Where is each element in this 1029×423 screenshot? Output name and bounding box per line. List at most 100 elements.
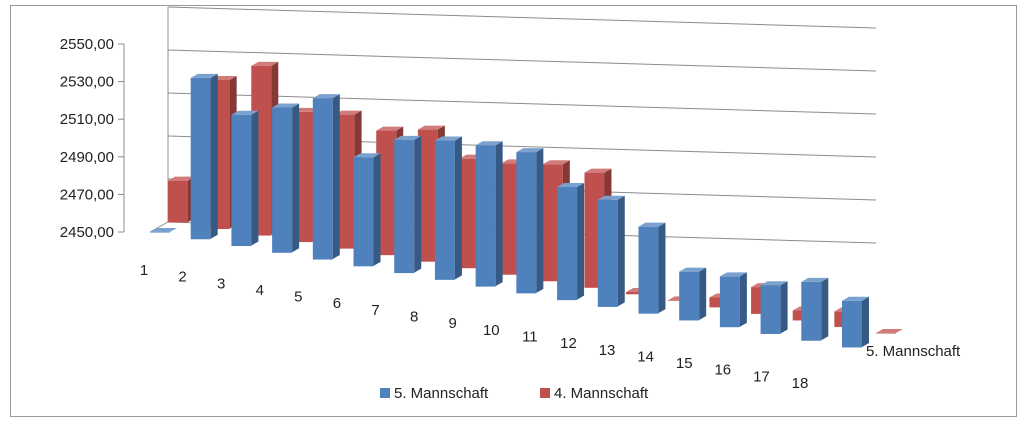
bar [760, 281, 788, 334]
x-tick-label: 4 [256, 282, 264, 299]
bar-top-face [394, 135, 422, 140]
bar [719, 272, 747, 328]
bar-front-face [557, 186, 578, 301]
bar-front-face [667, 300, 688, 301]
bar-top-face [251, 61, 279, 66]
x-tick-label: 17 [753, 368, 770, 385]
bar-top-face [475, 141, 503, 146]
bar-front-face [709, 297, 730, 308]
bar [434, 136, 462, 280]
bar-side-face [821, 277, 829, 341]
bar [516, 148, 544, 294]
bar-front-face [190, 77, 211, 240]
bar-front-face [801, 281, 822, 341]
bar-side-face [495, 141, 503, 287]
x-tick-label: 8 [410, 309, 418, 326]
bar-side-face [739, 272, 747, 327]
bar-front-face [760, 285, 781, 334]
bar-front-face [516, 152, 537, 294]
bar [272, 103, 300, 253]
x-tick-label: 6 [333, 295, 341, 312]
bar-side-face [292, 103, 300, 253]
bar-front-face [417, 129, 438, 262]
x-axis: 1 2 3 4 5 6 7 8 9 10 11 12 13 14 15 16 17 18 [140, 262, 809, 392]
legend-swatch [380, 388, 390, 398]
x-tick-label: 3 [217, 275, 225, 292]
bar-side-face [577, 182, 585, 300]
bar-top-face [168, 176, 195, 181]
bar [597, 195, 625, 307]
bar [150, 228, 177, 233]
bar [231, 110, 259, 247]
bar-top-face [638, 222, 666, 227]
bar-side-face [332, 94, 340, 260]
bar-front-face [597, 199, 618, 307]
bar-top-face [272, 103, 300, 108]
bar-top-face [679, 267, 707, 272]
bar-side-face [210, 73, 218, 239]
bar [190, 73, 218, 240]
bar-side-face [414, 135, 422, 273]
bar-top-face [190, 73, 218, 78]
x-tick-label: 14 [637, 348, 654, 365]
bar-top-face [584, 168, 612, 173]
y-axis: 2450,00 2470,00 2490,00 2510,00 2530,00 2550,… [60, 36, 125, 241]
bar-top-face [353, 153, 381, 158]
bar-front-face [150, 232, 170, 233]
bar-top-face [760, 281, 788, 286]
x-tick-label: 11 [522, 328, 538, 345]
x-tick-label: 7 [371, 302, 379, 319]
bar-front-face [719, 276, 740, 328]
bar-top-face [842, 296, 869, 301]
bar-front-face [231, 114, 252, 247]
bar-side-face [617, 195, 625, 307]
x-tick-label: 13 [599, 342, 616, 359]
bar-top-face [516, 148, 544, 153]
x-tick-label: 10 [483, 322, 500, 339]
bar [842, 296, 869, 348]
bar [353, 153, 381, 267]
x-tick-label: 1 [140, 262, 148, 279]
legend-label: 4. Mannschaft [554, 385, 649, 402]
bar-front-face [842, 300, 862, 348]
legend-swatch [540, 388, 550, 398]
bar-side-face [699, 267, 707, 320]
bar-top-face [801, 277, 829, 282]
bar-front-face [272, 107, 293, 253]
bar-front-face [679, 271, 700, 321]
bar-top-face [597, 195, 625, 200]
bar-top-face [542, 160, 570, 165]
x-tick-label: 12 [560, 335, 577, 352]
bar-top-face [719, 272, 747, 277]
bar-top-face [557, 182, 585, 187]
bar-side-face [658, 222, 666, 314]
bar [394, 135, 422, 274]
bar-side-face [454, 136, 462, 280]
bar-top-face [417, 125, 445, 130]
bar-top-face [376, 126, 404, 131]
bar-top-face [876, 329, 903, 333]
bar-front-face [168, 180, 188, 223]
bar-side-face [373, 153, 381, 266]
bar-front-face [475, 145, 496, 287]
bar-side-face [251, 110, 259, 246]
x-tick-label: 9 [449, 315, 457, 332]
x-tick-label: 2 [178, 269, 186, 286]
bar [876, 329, 903, 334]
y-tick-label: 2450,00 [60, 224, 114, 241]
y-tick-label: 2510,00 [60, 111, 114, 128]
gridline [167, 6, 877, 29]
bar-front-face [638, 226, 659, 314]
bar-front-face [434, 140, 455, 280]
bar-top-face [434, 136, 462, 141]
legend-item: 4. Mannschaft [540, 385, 649, 402]
bar-front-face [459, 158, 480, 269]
bar-side-face [536, 148, 544, 293]
bar [312, 94, 340, 260]
bar-front-face [626, 291, 647, 295]
bar-top-face [334, 110, 362, 115]
gridline [167, 92, 877, 115]
x-tick-label: 18 [792, 375, 809, 392]
bar-front-face [376, 130, 397, 256]
series-axis-label: 5. Mannschaft [866, 343, 961, 360]
